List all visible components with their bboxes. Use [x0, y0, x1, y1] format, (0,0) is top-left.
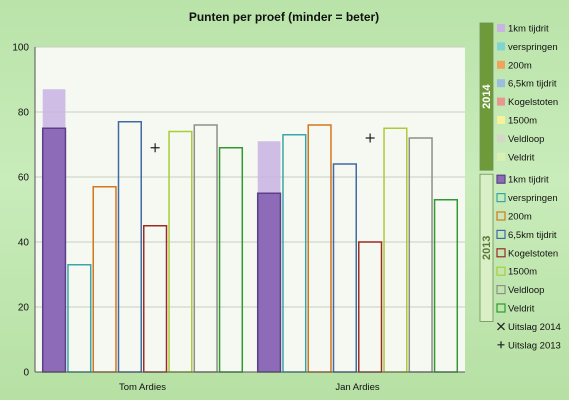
legend-label: Uitslag 2014	[508, 322, 561, 333]
legend-label: Veldrit	[508, 152, 535, 163]
marker-uitslag-2013	[365, 133, 375, 143]
legend-label: Kogelstoten	[508, 248, 558, 259]
legend-group-box-2013	[479, 173, 494, 322]
markers	[150, 133, 375, 153]
category-labels: Tom Ardies Jan Ardies	[119, 382, 380, 393]
legend-label: Kogelstoten	[508, 97, 558, 108]
legend-group-label: 2013	[481, 236, 493, 260]
y-tick-label: 80	[18, 108, 30, 119]
legend-swatch-kogelstoten-2013	[496, 248, 506, 258]
legend-swatch-veldrit-2014	[497, 152, 505, 161]
gridlines	[35, 46, 465, 308]
legend-label: Uitslag 2013	[508, 340, 561, 351]
legend-label: Veldloop	[508, 285, 544, 296]
marker-uitslag-2013	[150, 143, 160, 153]
legend-label: verspringen	[508, 193, 558, 204]
legend-marker-uitslag-2013	[497, 341, 505, 349]
legend-label: 1km tijdrit	[508, 24, 549, 35]
legend-label: 200m	[508, 212, 532, 223]
y-tick-label: 100	[12, 43, 29, 54]
legend-label: 6,5km tijdrit	[508, 79, 557, 90]
legend-swatch-veldloop-2014	[497, 134, 505, 143]
legend-label: 1500m	[508, 116, 537, 127]
plot-background	[35, 47, 465, 372]
legend-swatch-1500m-2014	[497, 116, 505, 124]
y-tick-label: 60	[18, 173, 30, 184]
legend: 2014 2013 1km tijdrit verspringen 200m 6,5km …	[479, 22, 561, 351]
legend-swatch-6-5km-tijdrit-2014	[497, 79, 505, 88]
category-label: Tom Ardies	[119, 382, 166, 393]
legend-label: verspringen	[508, 42, 558, 53]
legend-swatch-1km-tijdrit-2014	[497, 24, 505, 32]
legend-marker-uitslag-2014	[497, 322, 505, 331]
legend-swatch-6-5km-tijdrit-2013	[496, 229, 506, 239]
legend-swatch-veldrit-2013	[496, 303, 506, 313]
y-tick-label: 40	[18, 238, 30, 249]
category-label: Jan Ardies	[335, 382, 380, 393]
bar-1km-tijdrit-2013	[256, 192, 282, 373]
legend-swatch-kogelstoten-2014	[497, 97, 505, 106]
legend-label: 1500m	[508, 267, 537, 278]
legend-swatch-200m-2014	[497, 60, 505, 69]
y-tick-label: 20	[18, 303, 30, 314]
chart-title: Punten per proef (minder = beter)	[189, 10, 379, 24]
y-tick-label: 0	[23, 368, 29, 379]
bar-1km-tijdrit-2013	[41, 127, 67, 373]
legend-swatch-verspringen-2013	[496, 193, 506, 203]
legend-swatch-veldloop-2013	[496, 285, 506, 295]
legend-group-box-2014	[479, 22, 494, 171]
legend-swatch-200m-2013	[496, 211, 506, 221]
legend-swatch-1500m-2013	[496, 266, 506, 276]
legend-swatch-1km-tijdrit-2013	[496, 174, 506, 184]
legend-group-label: 2014	[481, 83, 493, 108]
legend-label: 1km tijdrit	[508, 175, 549, 186]
y-tick-labels: 0 20 40 60 80 100	[12, 43, 29, 379]
legend-swatch-verspringen-2014	[497, 42, 505, 51]
legend-label: 200m	[508, 60, 532, 71]
legend-label: 6,5km tijdrit	[508, 230, 557, 241]
legend-label: Veldloop	[508, 134, 544, 145]
legend-label: Veldrit	[508, 304, 535, 315]
